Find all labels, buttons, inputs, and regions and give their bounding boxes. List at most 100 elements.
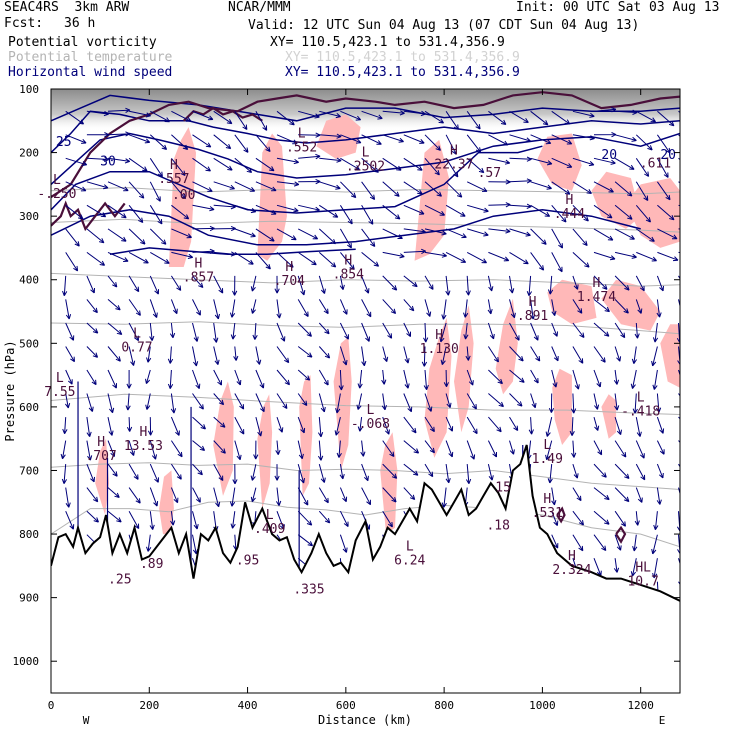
wind-vector-333 <box>424 463 434 478</box>
wind-vector-1 <box>65 134 87 144</box>
wind-vector-8 <box>65 299 72 320</box>
wind-vector-458 <box>593 181 614 193</box>
wind-vector-232 <box>318 275 326 294</box>
wind-vector-128 <box>192 511 199 530</box>
wind-vector-428 <box>548 393 555 413</box>
wind-vector-252 <box>339 322 349 340</box>
wind-vector-176 <box>250 299 257 314</box>
wind-vector-212 <box>297 275 306 296</box>
wind-vector-329 <box>423 369 429 391</box>
wind-vector-509 <box>635 440 645 459</box>
wind-vector-448 <box>569 417 575 436</box>
wind-vector-100 <box>170 275 182 291</box>
wind-vector-274 <box>357 369 363 389</box>
wind-vector-153 <box>234 204 257 214</box>
pv-region-7 <box>601 279 661 331</box>
wind-vector-184 <box>250 487 257 503</box>
hl-value-15: 0.77 <box>121 341 152 356</box>
wind-vector-114 <box>192 181 213 192</box>
y-tick-label-6: 700 <box>19 464 39 477</box>
wind-vector-87 <box>147 417 154 436</box>
wind-vector-237 <box>318 393 326 413</box>
wind-vector-408 <box>530 299 536 320</box>
wind-vector-378 <box>487 346 499 363</box>
wind-vector-447 <box>570 393 577 414</box>
wind-vector-502 <box>635 275 645 292</box>
hl-marker-7: H <box>566 193 574 208</box>
hl-value-20: 1.49 <box>532 452 563 467</box>
pv-region-5 <box>591 171 641 229</box>
wind-vector-290 <box>382 322 393 339</box>
terrain-line <box>51 444 680 602</box>
wind-vector-243 <box>340 110 362 121</box>
wind-vector-94 <box>171 134 189 150</box>
wind-vector-332 <box>424 440 435 454</box>
theta-line-4 <box>51 393 680 415</box>
wind-vector-115 <box>192 204 215 212</box>
wind-vector-207 <box>298 153 321 160</box>
wind-vector-518 <box>656 181 671 201</box>
wind-vector-311 <box>403 369 410 389</box>
wind-vector-121 <box>192 346 199 367</box>
wind-vector-466 <box>593 369 602 388</box>
wind-vector-162 <box>234 416 245 435</box>
y-tick-label-7: 800 <box>19 528 39 541</box>
wind-vector-402 <box>530 157 553 166</box>
wind-vector-93 <box>171 110 192 122</box>
wind-vector-103 <box>167 346 174 364</box>
wind-vector-439 <box>572 204 589 222</box>
wind-vector-203 <box>276 511 285 530</box>
wind-vector-240 <box>318 463 326 483</box>
y-tick-label-5: 600 <box>19 401 39 414</box>
x-tick-label-5: 1000 <box>529 699 556 712</box>
wind-vector-96 <box>171 181 187 200</box>
wind-vector-0 <box>65 110 85 125</box>
y-axis-title: Pressure (hPa) <box>3 340 17 441</box>
wind-vector-166 <box>230 511 236 529</box>
legend-theta-name: Potential temperature <box>8 50 173 65</box>
wind-vector-197 <box>276 369 290 386</box>
wind-vector-365 <box>466 440 476 460</box>
wind-vector-72 <box>128 510 140 530</box>
wind-vector-182 <box>253 440 259 460</box>
wind-vector-294 <box>382 416 390 435</box>
wind-vector-503 <box>635 299 643 314</box>
wind-vector-227 <box>319 157 342 163</box>
wind-vector-222 <box>297 510 313 526</box>
wind-vector-500 <box>636 228 655 242</box>
wind-vector-300 <box>403 110 426 117</box>
wind-vector-180 <box>255 393 265 413</box>
hl-value-16: 7.55 <box>44 385 75 400</box>
wind-vector-126 <box>192 463 203 476</box>
wind-vector-338 <box>445 204 466 217</box>
hl-value-1: .557 <box>158 172 189 187</box>
wind-vector-374 <box>488 251 510 262</box>
wind-vector-327 <box>423 322 429 343</box>
wind-vector-395 <box>509 369 525 383</box>
wind-label-0: 25 <box>56 135 72 150</box>
wind-vector-228 <box>319 181 341 190</box>
wind-vector-449 <box>571 440 577 458</box>
wind-vector-159 <box>233 346 239 361</box>
wind-vector-490 <box>614 463 630 479</box>
wind-vector-360 <box>463 322 469 340</box>
wind-vector-386 <box>509 156 532 162</box>
wind-vector-555 <box>678 558 680 573</box>
wind-speed-contour-4 <box>51 209 641 246</box>
wind-vector-191 <box>276 228 297 241</box>
wind-vector-364 <box>466 416 478 435</box>
wind-vector-392 <box>509 299 516 319</box>
wind-vector-57 <box>128 157 148 172</box>
pv-contour-3 <box>556 506 566 524</box>
wind-vector-497 <box>635 158 650 177</box>
wind-vector-251 <box>339 299 348 315</box>
wind-vector-328 <box>421 346 428 367</box>
wind-vector-258 <box>339 464 345 480</box>
wind-vector-463 <box>593 299 610 313</box>
wind-vector-288 <box>382 275 398 291</box>
wind-vector-39 <box>107 157 131 164</box>
hl-marker-1: H <box>170 158 178 173</box>
wind-vector-54 <box>107 510 122 523</box>
wind-vector-5 <box>65 228 80 247</box>
wind-vector-53 <box>107 487 120 498</box>
